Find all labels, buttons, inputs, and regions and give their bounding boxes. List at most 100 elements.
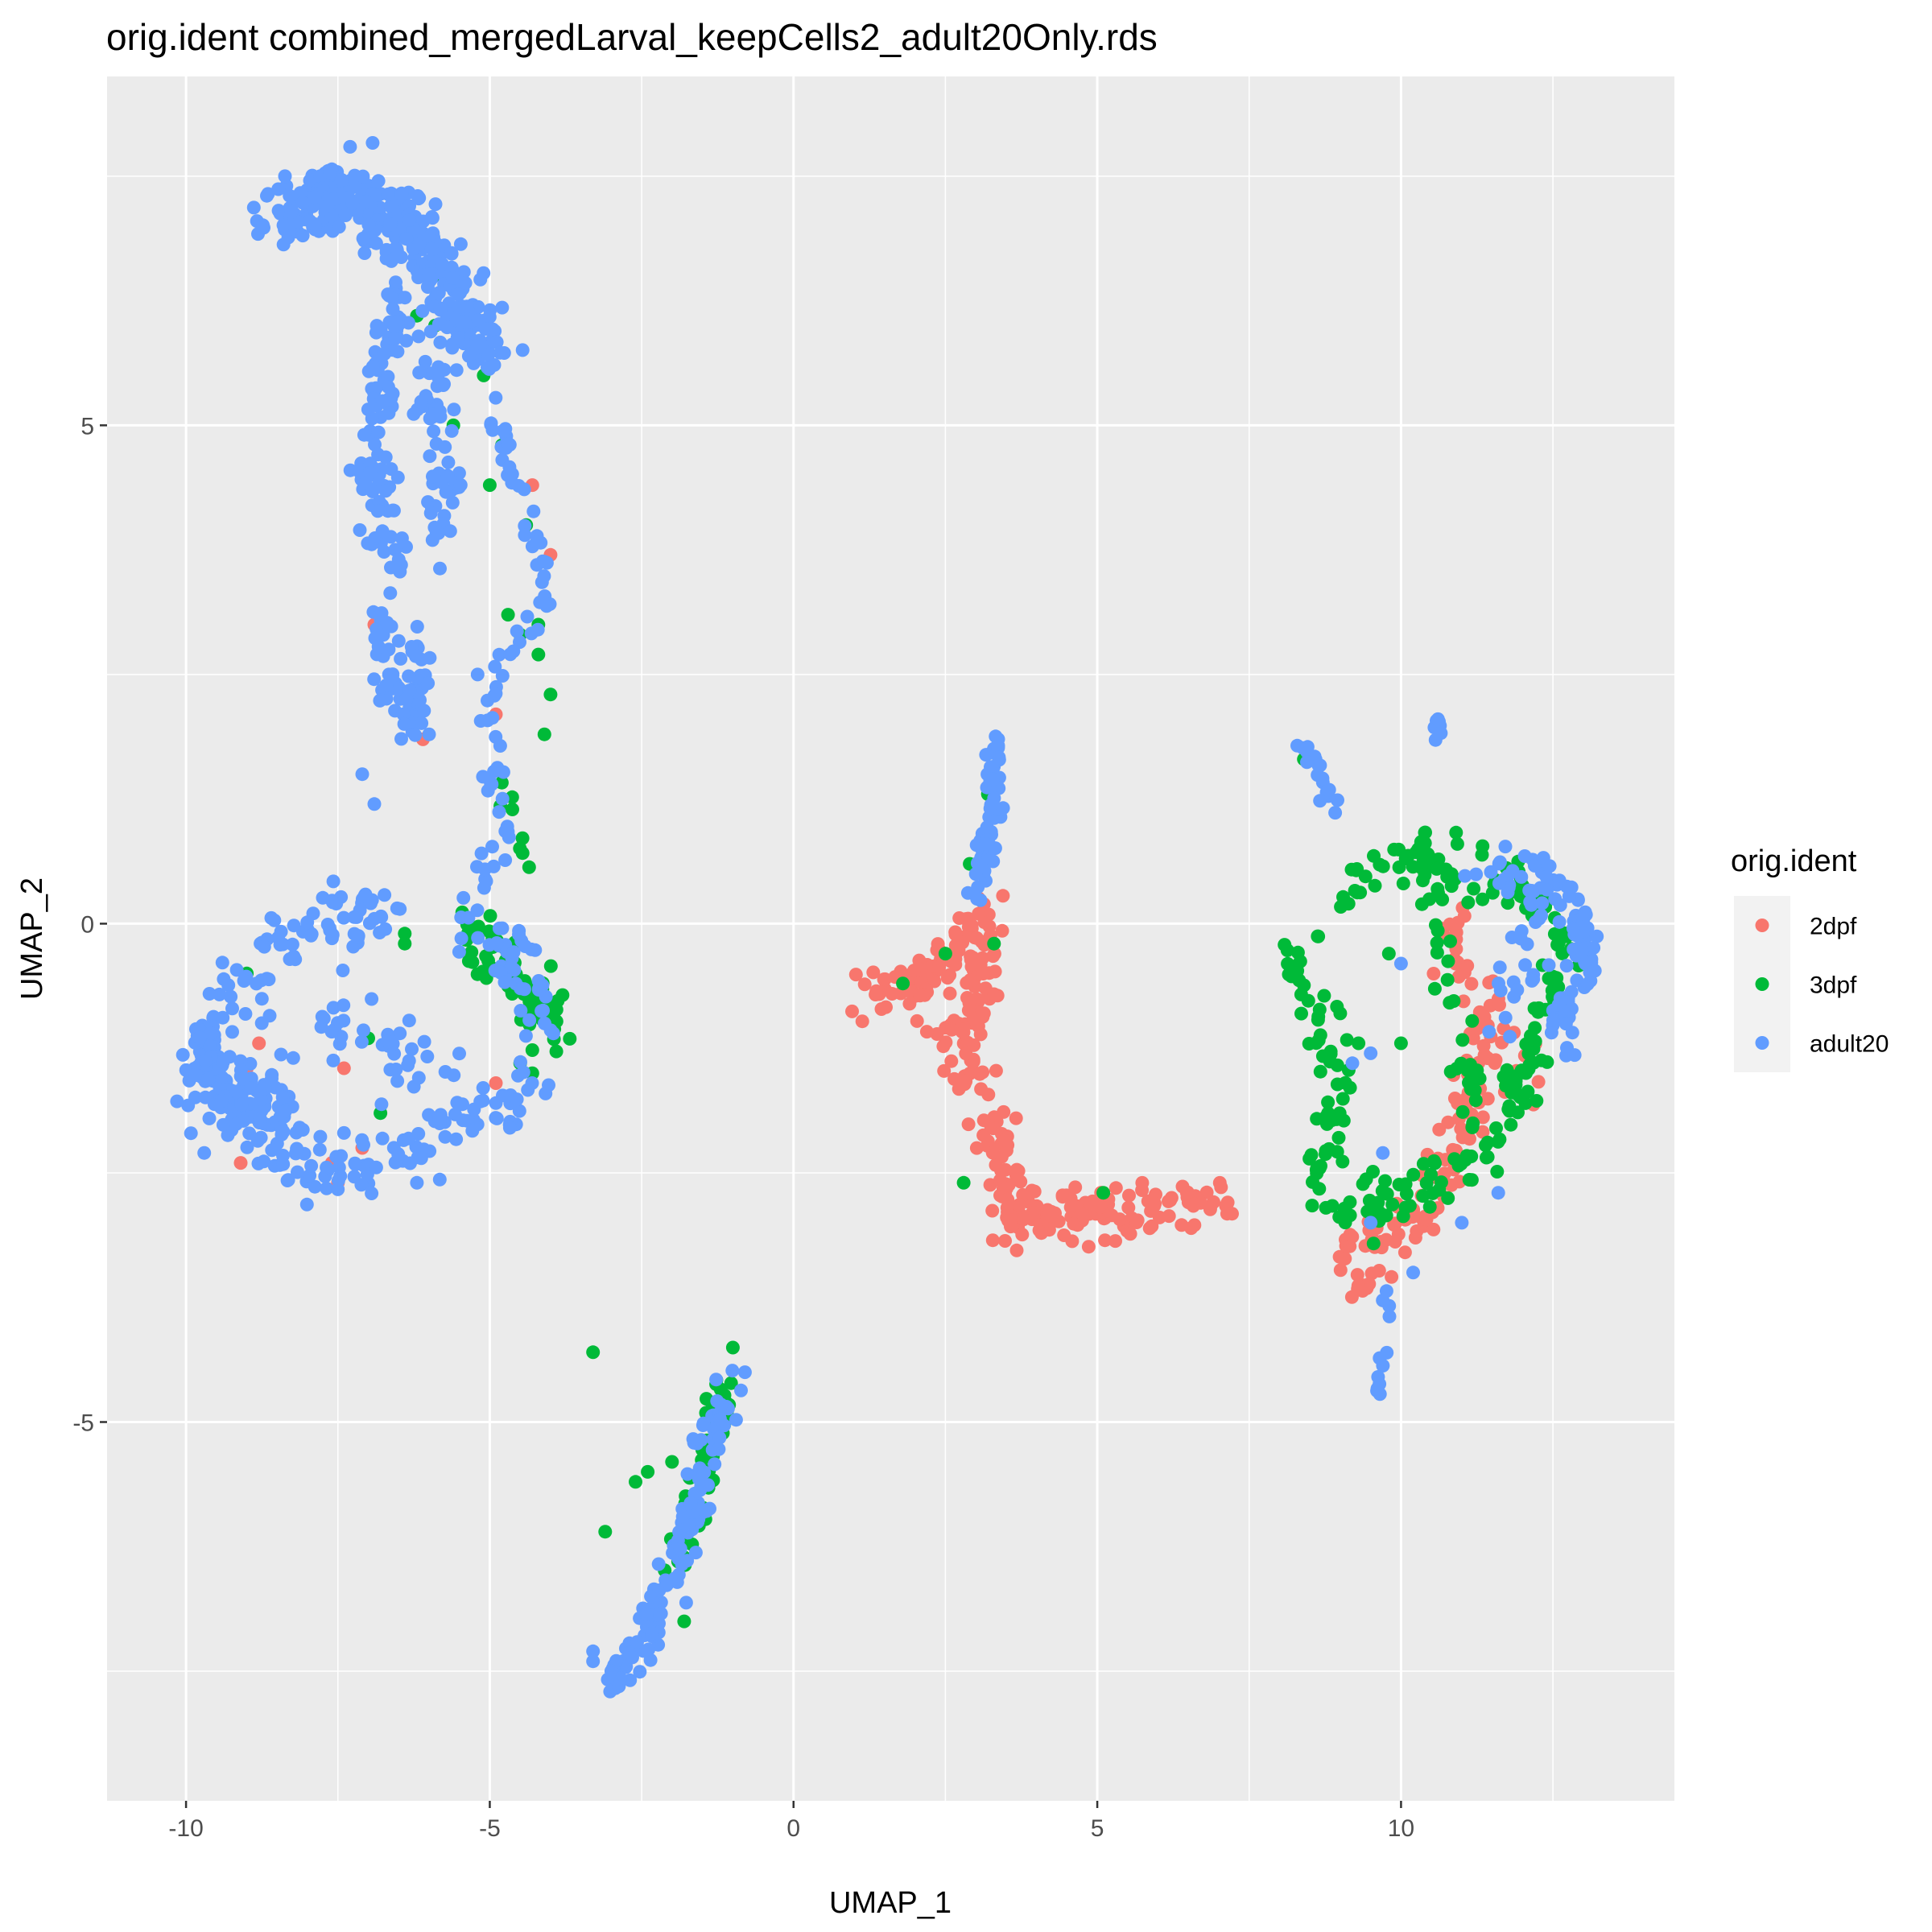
point-2dpf xyxy=(913,989,927,1003)
point-3dpf xyxy=(1475,848,1489,862)
point-adult20 xyxy=(1458,869,1472,883)
point-2dpf xyxy=(1012,1198,1026,1212)
point-adult20 xyxy=(525,1076,539,1090)
point-2dpf xyxy=(1426,1222,1441,1236)
point-2dpf xyxy=(988,964,1002,979)
point-3dpf xyxy=(1334,900,1348,914)
point-adult20 xyxy=(474,846,489,861)
point-adult20 xyxy=(696,1416,711,1430)
point-adult20 xyxy=(688,1546,703,1560)
point-2dpf xyxy=(1350,1268,1364,1282)
point-adult20 xyxy=(357,889,372,903)
point-adult20 xyxy=(361,217,376,232)
point-2dpf xyxy=(1174,1218,1189,1232)
point-3dpf xyxy=(1427,981,1442,996)
point-adult20 xyxy=(237,974,251,988)
point-adult20 xyxy=(299,1197,314,1212)
point-adult20 xyxy=(275,1090,290,1104)
point-adult20 xyxy=(492,647,506,662)
point-adult20 xyxy=(384,198,398,213)
point-adult20 xyxy=(394,186,409,200)
point-adult20 xyxy=(708,1457,722,1472)
point-3dpf xyxy=(1426,1154,1441,1168)
point-adult20 xyxy=(1503,1030,1517,1044)
point-adult20 xyxy=(470,667,485,682)
point-adult20 xyxy=(432,1172,447,1187)
point-adult20 xyxy=(703,1501,716,1516)
point-adult20 xyxy=(254,992,269,1006)
point-adult20 xyxy=(651,1557,666,1571)
point-adult20 xyxy=(390,470,405,485)
point-3dpf xyxy=(1321,1095,1335,1109)
point-adult20 xyxy=(420,280,435,294)
point-adult20 xyxy=(1518,958,1533,972)
point-adult20 xyxy=(386,291,401,306)
point-2dpf xyxy=(1391,1227,1406,1241)
point-adult20 xyxy=(452,1046,466,1061)
point-adult20 xyxy=(1492,855,1507,869)
point-adult20 xyxy=(390,345,405,359)
point-adult20 xyxy=(313,1129,328,1144)
point-adult20 xyxy=(440,469,455,483)
point-2dpf xyxy=(944,1022,959,1037)
point-2dpf xyxy=(1098,1233,1113,1248)
point-adult20 xyxy=(374,606,389,621)
point-adult20 xyxy=(409,649,423,663)
series-2dpf xyxy=(233,478,1546,1304)
point-adult20 xyxy=(399,692,414,706)
point-adult20 xyxy=(428,197,443,212)
x-tick-label: -10 xyxy=(168,1815,203,1842)
point-adult20 xyxy=(343,139,357,154)
point-2dpf xyxy=(1093,1199,1108,1214)
point-3dpf xyxy=(1430,935,1444,950)
point-adult20 xyxy=(323,165,337,180)
point-2dpf xyxy=(995,923,1009,938)
point-adult20 xyxy=(371,639,386,654)
point-3dpf xyxy=(1331,1130,1346,1145)
point-3dpf xyxy=(1430,861,1444,876)
point-adult20 xyxy=(1469,867,1484,881)
point-adult20 xyxy=(295,196,310,210)
point-adult20 xyxy=(417,704,431,718)
point-3dpf xyxy=(724,1376,738,1390)
point-adult20 xyxy=(537,555,551,569)
point-adult20 xyxy=(1566,921,1580,935)
point-2dpf xyxy=(976,1065,990,1080)
point-adult20 xyxy=(257,1078,271,1092)
point-3dpf xyxy=(1333,1006,1348,1021)
point-2dpf xyxy=(233,1156,248,1170)
point-adult20 xyxy=(383,217,398,232)
x-tick-label: 10 xyxy=(1388,1815,1414,1842)
point-adult20 xyxy=(625,1650,639,1665)
point-adult20 xyxy=(979,748,993,762)
point-adult20 xyxy=(432,1111,447,1125)
point-3dpf xyxy=(494,775,509,790)
point-adult20 xyxy=(489,390,503,405)
point-adult20 xyxy=(1482,1025,1496,1039)
axis-ticks xyxy=(100,424,1402,1808)
point-adult20 xyxy=(439,485,453,499)
point-3dpf xyxy=(1379,1208,1393,1223)
point-3dpf xyxy=(1530,1094,1544,1108)
point-adult20 xyxy=(645,1626,659,1641)
point-adult20 xyxy=(384,560,398,575)
point-3dpf xyxy=(1352,1036,1366,1051)
point-adult20 xyxy=(417,1034,431,1049)
point-adult20 xyxy=(382,406,396,420)
point-adult20 xyxy=(1587,964,1602,978)
point-adult20 xyxy=(435,257,449,271)
point-3dpf xyxy=(987,936,1001,951)
point-3dpf xyxy=(1531,1005,1546,1019)
point-adult20 xyxy=(658,1573,673,1587)
point-2dpf xyxy=(1456,994,1471,1009)
point-3dpf xyxy=(1434,1175,1448,1190)
point-adult20 xyxy=(983,801,997,815)
point-adult20 xyxy=(360,204,374,219)
point-adult20 xyxy=(443,524,457,539)
point-2dpf xyxy=(966,1012,980,1026)
point-3dpf xyxy=(1311,1033,1326,1047)
point-3dpf xyxy=(482,478,497,493)
point-3dpf xyxy=(1322,1141,1336,1156)
point-adult20 xyxy=(497,975,512,989)
point-adult20 xyxy=(378,922,393,936)
